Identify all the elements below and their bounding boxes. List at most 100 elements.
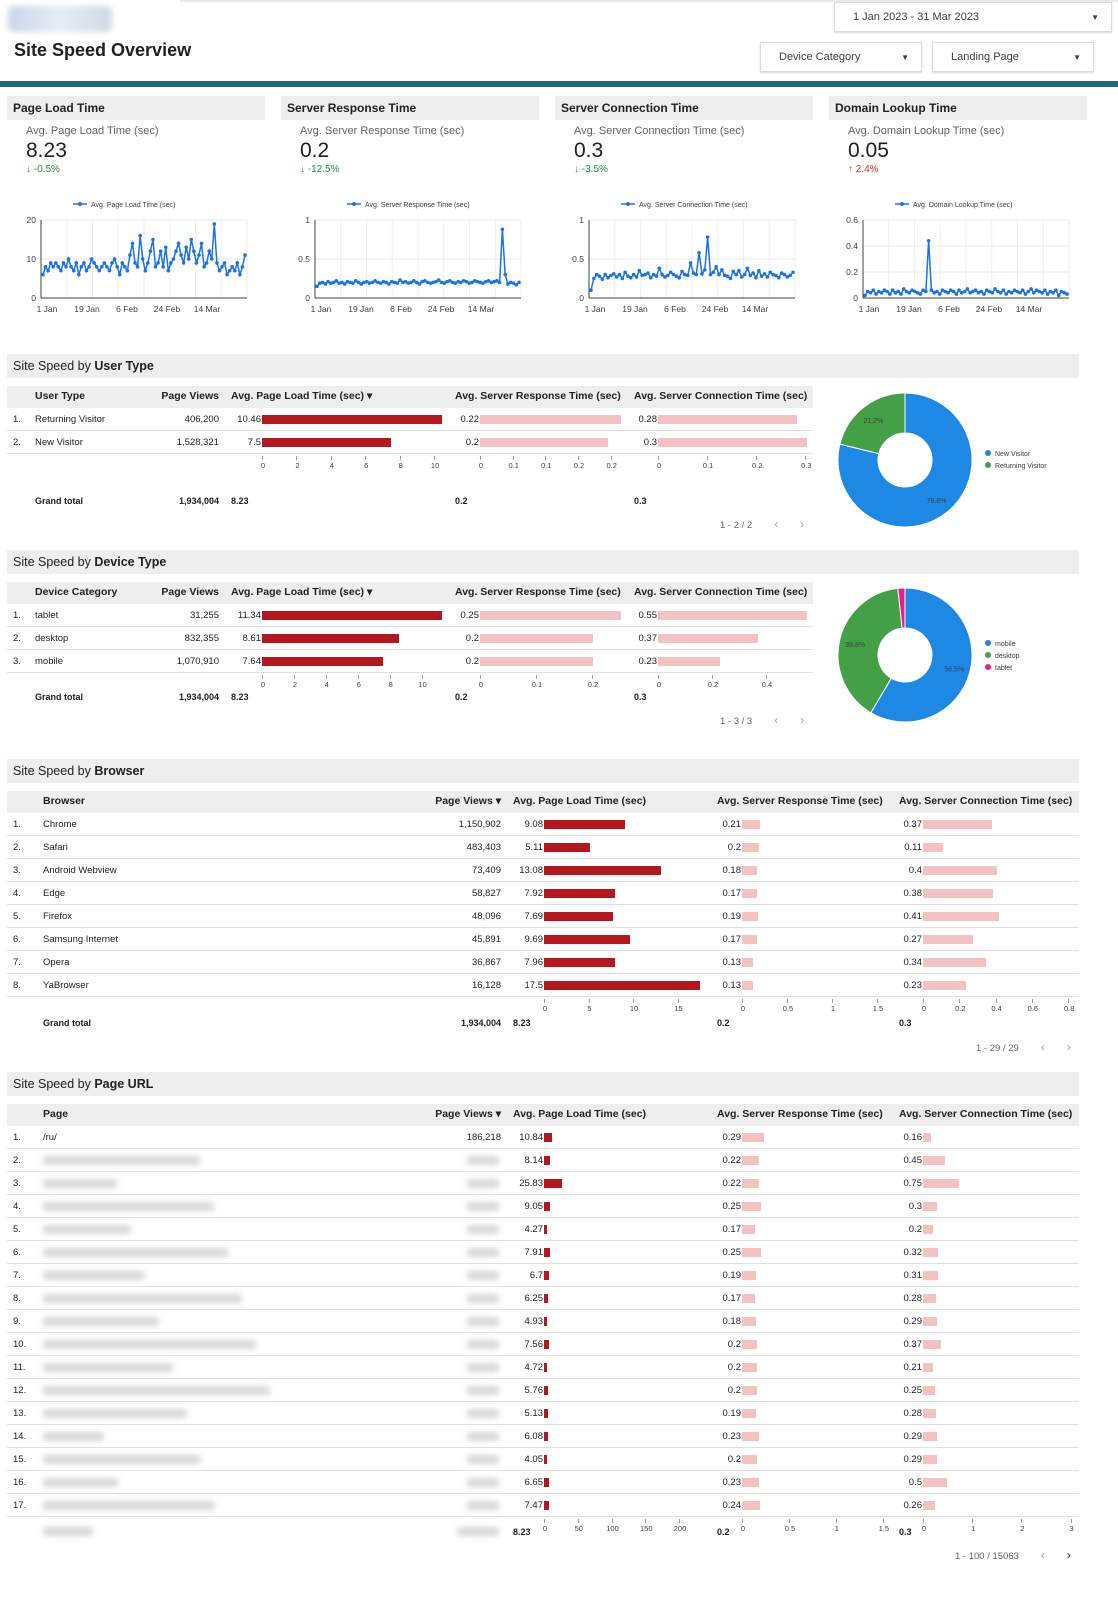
landing-page-filter[interactable]: Landing Page ▼ [932,42,1094,72]
donut-slice[interactable] [837,587,903,714]
column-header[interactable]: Page Views [161,586,219,598]
data-point [779,271,784,275]
data-point [592,276,596,281]
data-point [893,291,898,295]
data-point [874,292,878,296]
legend-label[interactable]: New Visitor [995,451,1031,458]
data-point [406,281,411,285]
company-logo [8,6,112,32]
data-point [990,291,995,295]
column-header[interactable]: Avg. Page Load Time (sec) [513,1108,647,1120]
legend-label[interactable]: tablet [995,665,1012,672]
date-range-value: 1 Jan 2023 - 31 Mar 2023 [853,11,979,23]
column-header[interactable]: Device Category [35,586,118,598]
column-header[interactable]: Avg. Server Response Time (sec) [455,586,621,598]
page-load-time-value: 7.69 [524,911,544,922]
server-connection-time-value: 0.23 [903,980,923,991]
column-header[interactable]: Page [43,1108,69,1120]
data-point [461,279,466,283]
column-header[interactable]: Browser [43,795,86,807]
grand-total-page-load-time: 8.23 [231,692,249,702]
page-views-value: 58,827 [471,888,501,899]
kpi-delta: ↓ -3.5% [574,164,608,175]
axis-tick-mark [578,456,580,460]
axis-tick-label: 0.6 [1027,1004,1039,1013]
column-header[interactable]: Avg. Server Response Time (sec) [717,795,883,807]
data-point [148,249,153,253]
server-connection-time-value: 0.21 [903,1362,923,1373]
legend-label[interactable]: mobile [995,641,1016,648]
redacted-page-views [467,1294,499,1303]
data-point [230,265,235,269]
column-header[interactable]: Avg. Server Connection Time (sec) [634,586,808,598]
column-header[interactable]: Avg. Server Connection Time (sec) [899,795,1073,807]
server-connection-time-value: 0.55 [638,610,658,621]
chevron-right-icon[interactable]: › [1066,1548,1071,1562]
page-views-value: 1,070,910 [176,656,219,667]
page-load-time-bar [544,1432,549,1441]
chevron-right-icon[interactable]: › [800,517,805,531]
axis-tick-mark [357,675,359,679]
column-header[interactable]: Page Views [161,390,219,402]
column-header[interactable]: Avg. Page Load Time (sec) ▾ [231,390,373,402]
data-point [768,270,773,275]
server-connection-time-value: 0.32 [903,1247,923,1258]
column-header[interactable]: Avg. Server Response Time (sec) [455,390,621,402]
page-load-time-bar [262,634,399,643]
server-connection-time-bar [923,1271,938,1280]
row-label: Chrome [43,819,77,830]
row-divider [7,1263,1079,1264]
column-header[interactable]: Avg. Page Load Time (sec) [513,795,647,807]
column-header[interactable]: User Type [35,390,85,402]
legend-label[interactable]: desktop [995,653,1020,660]
column-header[interactable]: Page Views ▾ [435,795,501,807]
date-range-picker[interactable]: 1 Jan 2023 - 31 Mar 2023 ▼ [834,2,1112,32]
data-point [1045,292,1050,296]
row-index: 10. [13,1339,27,1350]
page-load-time-value: 9.05 [524,1201,544,1212]
column-header[interactable]: Avg. Server Connection Time (sec) [634,390,808,402]
data-point [885,289,889,294]
data-point [663,275,667,279]
device-category-filter[interactable]: Device Category ▼ [760,42,922,72]
chevron-right-icon[interactable]: › [1066,1040,1071,1054]
donut-slice[interactable] [897,587,906,629]
server-connection-time-value: 0.23 [638,656,658,667]
axis-tick-mark [480,456,481,460]
row-divider [7,835,1079,836]
chevron-right-icon[interactable]: › [800,713,805,727]
axis-tick-label: 0 [656,680,662,689]
y-tick-label: 10 [27,254,37,264]
server-response-time-bar [480,611,621,620]
legend-label[interactable]: Returning Visitor [995,463,1047,470]
data-point [1031,291,1036,295]
data-point [353,279,358,283]
axis-tick-label: 0 [478,680,484,689]
row-label: desktop [35,633,69,644]
column-header[interactable]: Avg. Server Connection Time (sec) [899,1108,1073,1120]
chevron-left-icon[interactable]: ‹ [774,517,779,531]
data-point [717,272,721,277]
page-load-time-bar [544,958,615,967]
data-point [751,271,755,275]
chevron-left-icon[interactable]: ‹ [1040,1548,1045,1562]
column-header[interactable]: Page Views ▾ [435,1108,501,1120]
data-point [163,245,168,250]
chevron-left-icon[interactable]: ‹ [774,713,779,727]
redacted-grand-total-label [43,1527,93,1536]
column-header[interactable]: Avg. Page Load Time (sec) ▾ [231,586,373,598]
column-header[interactable]: Avg. Server Response Time (sec) [717,1108,883,1120]
data-point [340,280,344,285]
data-point [606,275,610,280]
data-point [495,279,499,283]
server-response-time-bar [742,1432,760,1441]
data-point [41,272,45,277]
grand-total-label: Grand total [35,692,84,702]
donut-slice[interactable] [839,392,906,455]
kpi-delta-value: -0.5% [33,164,60,175]
donut-slice[interactable] [870,587,973,723]
chevron-left-icon[interactable]: ‹ [1040,1040,1045,1054]
donut-slice[interactable] [837,392,973,528]
axis-tick-label: 0.5 [784,1524,796,1533]
data-point [771,272,775,277]
